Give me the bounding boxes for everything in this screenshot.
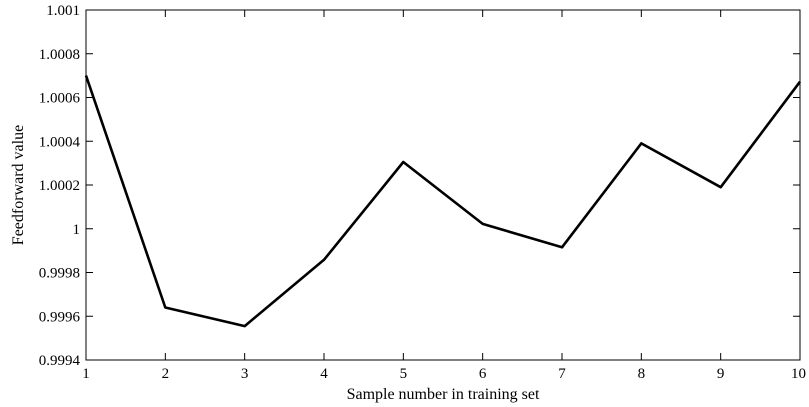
y-tick-label: 0.9994 (39, 353, 81, 369)
y-tick-label: 1.0002 (39, 178, 80, 194)
x-tick-label: 2 (162, 366, 170, 382)
x-tick-label: 6 (479, 366, 487, 382)
x-tick-label: 5 (400, 366, 408, 382)
y-tick-label: 1 (73, 222, 81, 238)
y-tick-label: 1.0004 (39, 134, 81, 150)
x-axis-label: Sample number in training set (347, 386, 540, 403)
y-tick-label: 1.0006 (39, 91, 81, 107)
y-tick-label: 1.0008 (39, 47, 80, 63)
x-tick-label: 10 (791, 366, 806, 382)
y-axis-ticks: 0.9994 0.9996 0.9998 1 1.0002 1.0004 1.0006 1.0… (39, 3, 800, 369)
y-axis-label: Feedforward value (10, 125, 27, 245)
x-tick-label: 4 (320, 366, 328, 382)
x-tick-label: 8 (638, 366, 646, 382)
x-tick-label: 1 (82, 366, 90, 382)
y-tick-label: 1.001 (46, 3, 80, 19)
x-axis-ticks: 1 2 3 4 5 6 7 8 9 10 (82, 10, 806, 382)
y-tick-label: 0.9996 (39, 309, 81, 325)
plot-frame (86, 10, 800, 360)
x-tick-label: 7 (558, 366, 566, 382)
x-tick-label: 9 (717, 366, 725, 382)
series-line (86, 76, 800, 327)
x-tick-label: 3 (241, 366, 249, 382)
y-tick-label: 0.9998 (39, 266, 80, 282)
